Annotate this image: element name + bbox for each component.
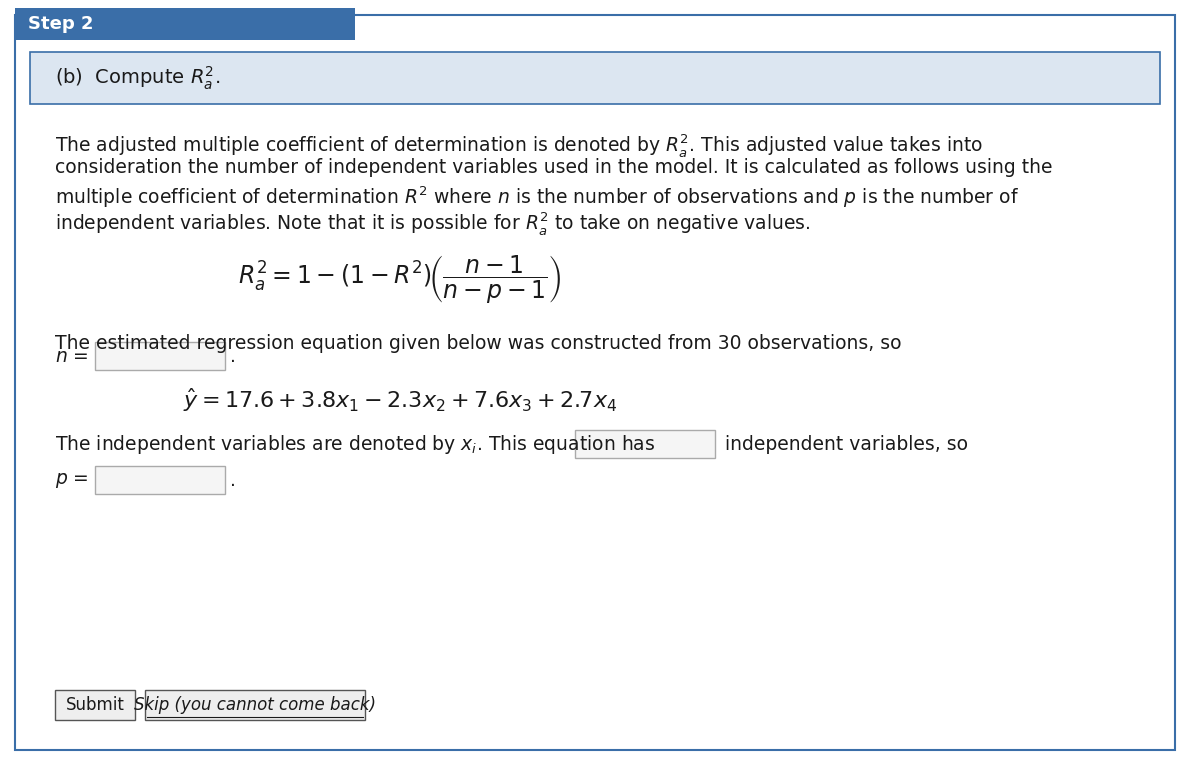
- Text: .: .: [230, 346, 236, 365]
- Text: .: .: [230, 471, 236, 490]
- Bar: [14, 8, 355, 40]
- Text: independent variables. Note that it is possible for $R_a^{2}$ to take on negativ: independent variables. Note that it is p…: [55, 210, 810, 237]
- Text: $\hat{y} = 17.6 + 3.8x_1 - 2.3x_2 + 7.6x_3 + 2.7x_4$: $\hat{y} = 17.6 + 3.8x_1 - 2.3x_2 + 7.6x…: [182, 386, 617, 414]
- Text: Skip (you cannot come back): Skip (you cannot come back): [134, 696, 376, 714]
- Text: multiple coefficient of determination $R^2$ where $n$ is the number of observati: multiple coefficient of determination $R…: [55, 184, 1019, 209]
- Text: Step 2: Step 2: [28, 15, 94, 33]
- Text: consideration the number of independent variables used in the model. It is calcu: consideration the number of independent …: [55, 158, 1052, 177]
- Text: $n$ =: $n$ =: [55, 346, 89, 365]
- Text: The adjusted multiple coefficient of determination is denoted by $R_a^{2}$. This: The adjusted multiple coefficient of det…: [55, 132, 983, 159]
- Text: The estimated regression equation given below was constructed from 30 observatio: The estimated regression equation given …: [55, 334, 901, 353]
- Bar: [55, 690, 134, 720]
- Bar: [575, 430, 715, 458]
- Text: independent variables, so: independent variables, so: [725, 434, 968, 453]
- Bar: [95, 342, 226, 370]
- Text: $R_a^{2} = 1 - (1 - R^2)\!\left(\dfrac{n-1}{n-p-1}\right)$: $R_a^{2} = 1 - (1 - R^2)\!\left(\dfrac{n…: [239, 254, 562, 306]
- Bar: [145, 690, 365, 720]
- Bar: [95, 466, 226, 494]
- Text: Submit: Submit: [66, 696, 125, 714]
- Bar: [30, 52, 1160, 104]
- Text: The independent variables are denoted by $x_i$. This equation has: The independent variables are denoted by…: [55, 433, 655, 456]
- Text: (b)  Compute $R_a^{2}$.: (b) Compute $R_a^{2}$.: [55, 64, 221, 92]
- Text: $p$ =: $p$ =: [55, 471, 89, 490]
